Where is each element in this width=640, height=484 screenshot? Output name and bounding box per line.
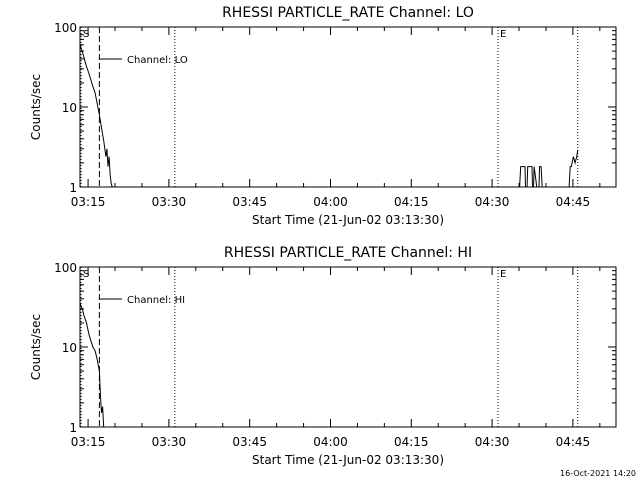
footer-timestamp: 16-Oct-2021 14:20 bbox=[560, 469, 636, 478]
legend-label: Channel: LO bbox=[127, 55, 188, 66]
y-tick-label: 10 bbox=[62, 341, 77, 355]
x-tick-label: 03:30 bbox=[152, 195, 187, 209]
marker-label-s: S bbox=[83, 29, 89, 40]
x-tick-label: 03:45 bbox=[232, 195, 267, 209]
legend-label: Channel: HI bbox=[127, 295, 185, 306]
x-tick-label: 03:15 bbox=[71, 195, 106, 209]
y-tick-label: 1 bbox=[69, 421, 77, 435]
data-series-line bbox=[519, 149, 579, 188]
marker-label-s: S bbox=[83, 269, 89, 280]
marker-label-e: E bbox=[500, 29, 506, 40]
y-tick-label: 100 bbox=[54, 261, 77, 275]
y-tick-label: 10 bbox=[62, 101, 77, 115]
marker-label-e: E bbox=[500, 269, 506, 280]
x-tick-label: 04:45 bbox=[556, 435, 591, 449]
chart-panel-lo: RHESSI PARTICLE_RATE Channel: LO 03:15 03:… bbox=[29, 5, 617, 227]
chart-title: RHESSI PARTICLE_RATE Channel: LO bbox=[222, 5, 474, 21]
x-axis-label: Start Time (21-Jun-02 03:13:30) bbox=[252, 213, 444, 227]
x-tick-label: 04:00 bbox=[313, 195, 348, 209]
chart-panel-hi: RHESSI PARTICLE_RATE Channel: HI 03:15 03:… bbox=[29, 245, 617, 467]
y-tick-label: 1 bbox=[69, 181, 77, 195]
y-axis-label: Counts/sec bbox=[29, 74, 43, 140]
x-tick-label: 04:45 bbox=[556, 195, 591, 209]
x-tick-label: 04:30 bbox=[475, 435, 510, 449]
chart-title: RHESSI PARTICLE_RATE Channel: HI bbox=[224, 245, 472, 261]
x-tick-label: 04:15 bbox=[394, 435, 429, 449]
y-tick-label: 100 bbox=[54, 21, 77, 35]
x-tick-label: 03:15 bbox=[71, 435, 106, 449]
x-tick-label: 04:15 bbox=[394, 195, 429, 209]
data-series-line bbox=[79, 303, 105, 428]
x-tick-label: 04:30 bbox=[475, 195, 510, 209]
x-axis-label: Start Time (21-Jun-02 03:13:30) bbox=[252, 453, 444, 467]
x-tick-label: 04:00 bbox=[313, 435, 348, 449]
y-axis-label: Counts/sec bbox=[29, 314, 43, 380]
x-tick-label: 03:30 bbox=[152, 435, 187, 449]
x-tick-label: 03:45 bbox=[232, 435, 267, 449]
data-series-line bbox=[79, 44, 113, 188]
